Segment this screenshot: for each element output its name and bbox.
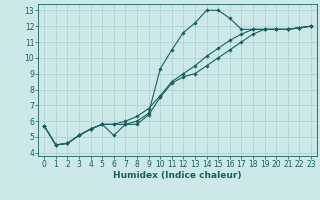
X-axis label: Humidex (Indice chaleur): Humidex (Indice chaleur) (113, 171, 242, 180)
